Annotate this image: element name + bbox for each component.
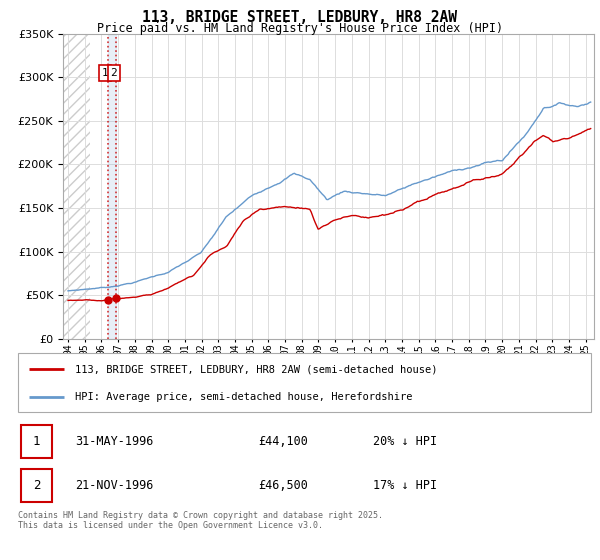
Text: 2: 2 [110, 68, 118, 78]
Text: 20% ↓ HPI: 20% ↓ HPI [373, 435, 437, 448]
Text: £46,500: £46,500 [259, 479, 308, 492]
Bar [109, 34, 116, 339]
Text: 31-MAY-1996: 31-MAY-1996 [76, 435, 154, 448]
Text: £44,100: £44,100 [259, 435, 308, 448]
Text: 113, BRIDGE STREET, LEDBURY, HR8 2AW (semi-detached house): 113, BRIDGE STREET, LEDBURY, HR8 2AW (se… [76, 364, 438, 374]
Text: 1: 1 [101, 68, 108, 78]
Text: HPI: Average price, semi-detached house, Herefordshire: HPI: Average price, semi-detached house,… [76, 392, 413, 402]
FancyBboxPatch shape [21, 425, 52, 458]
Text: 17% ↓ HPI: 17% ↓ HPI [373, 479, 437, 492]
Text: 113, BRIDGE STREET, LEDBURY, HR8 2AW: 113, BRIDGE STREET, LEDBURY, HR8 2AW [143, 10, 458, 25]
Text: 1: 1 [33, 435, 40, 448]
Text: Contains HM Land Registry data © Crown copyright and database right 2025.
This d: Contains HM Land Registry data © Crown c… [18, 511, 383, 530]
FancyBboxPatch shape [18, 353, 591, 412]
FancyBboxPatch shape [21, 469, 52, 502]
Text: Price paid vs. HM Land Registry's House Price Index (HPI): Price paid vs. HM Land Registry's House … [97, 22, 503, 35]
Text: 2: 2 [33, 479, 40, 492]
Text: 21-NOV-1996: 21-NOV-1996 [76, 479, 154, 492]
